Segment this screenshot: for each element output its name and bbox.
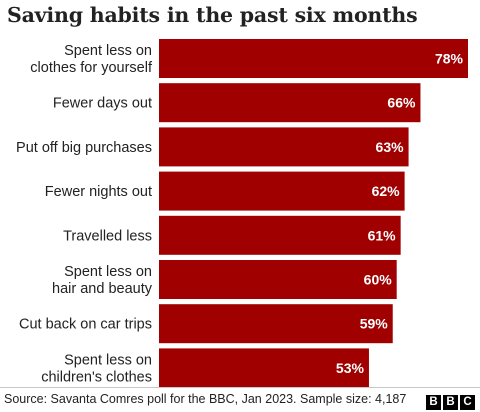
category-label: Spent less on clothes for yourself (30, 43, 153, 76)
bars-layer (159, 39, 468, 388)
category-label: Fewer nights out (45, 184, 152, 200)
bar (159, 127, 409, 167)
category-label: Spent less on children's clothes (41, 352, 152, 385)
category-label-line: clothes for yourself (30, 60, 153, 76)
bar-value-label: 62% (372, 183, 401, 199)
source-note: Source: Savanta Comres poll for the BBC,… (4, 392, 407, 406)
category-label-line: Cut back on car trips (19, 317, 152, 333)
bar-value-label: 60% (364, 272, 393, 288)
bar-value-label: 53% (336, 360, 365, 376)
category-label: Travelled less (63, 228, 152, 244)
category-label-line: Fewer days out (53, 96, 152, 112)
chart-title: Saving habits in the past six months (7, 3, 418, 27)
category-label-line: hair and beauty (52, 281, 153, 297)
value-labels-layer: 78% 66% 63% 62% 61% 60% 59% 53% (336, 51, 464, 376)
category-label-line: Spent less on (64, 264, 152, 280)
logo-letter: C (460, 395, 475, 410)
category-label: Cut back on car trips (19, 317, 152, 333)
bbc-logo: B B C (426, 395, 475, 410)
bar-value-label: 61% (368, 227, 397, 243)
bar (159, 39, 468, 78)
bar-value-label: 59% (360, 316, 389, 332)
category-label-line: Put off big purchases (16, 140, 152, 156)
bar (159, 171, 405, 211)
bar-value-label: 63% (376, 139, 405, 155)
category-label: Spent less on hair and beauty (52, 264, 153, 297)
logo-letter: B (426, 395, 441, 410)
bar-value-label: 78% (435, 51, 464, 67)
category-label-line: Travelled less (63, 228, 152, 244)
bar (159, 83, 421, 123)
category-label-line: Spent less on (64, 43, 152, 59)
bar (159, 215, 401, 255)
category-label: Fewer days out (53, 96, 152, 112)
bar (159, 348, 369, 388)
bar (159, 260, 397, 299)
bar-value-label: 66% (387, 95, 416, 111)
category-label-line: children's clothes (41, 369, 152, 385)
category-label: Put off big purchases (16, 140, 152, 156)
logo-letter: B (443, 395, 458, 410)
category-label-line: Spent less on (64, 352, 152, 368)
bar (159, 304, 393, 344)
footer-divider (0, 387, 480, 388)
category-label-line: Fewer nights out (45, 184, 152, 200)
